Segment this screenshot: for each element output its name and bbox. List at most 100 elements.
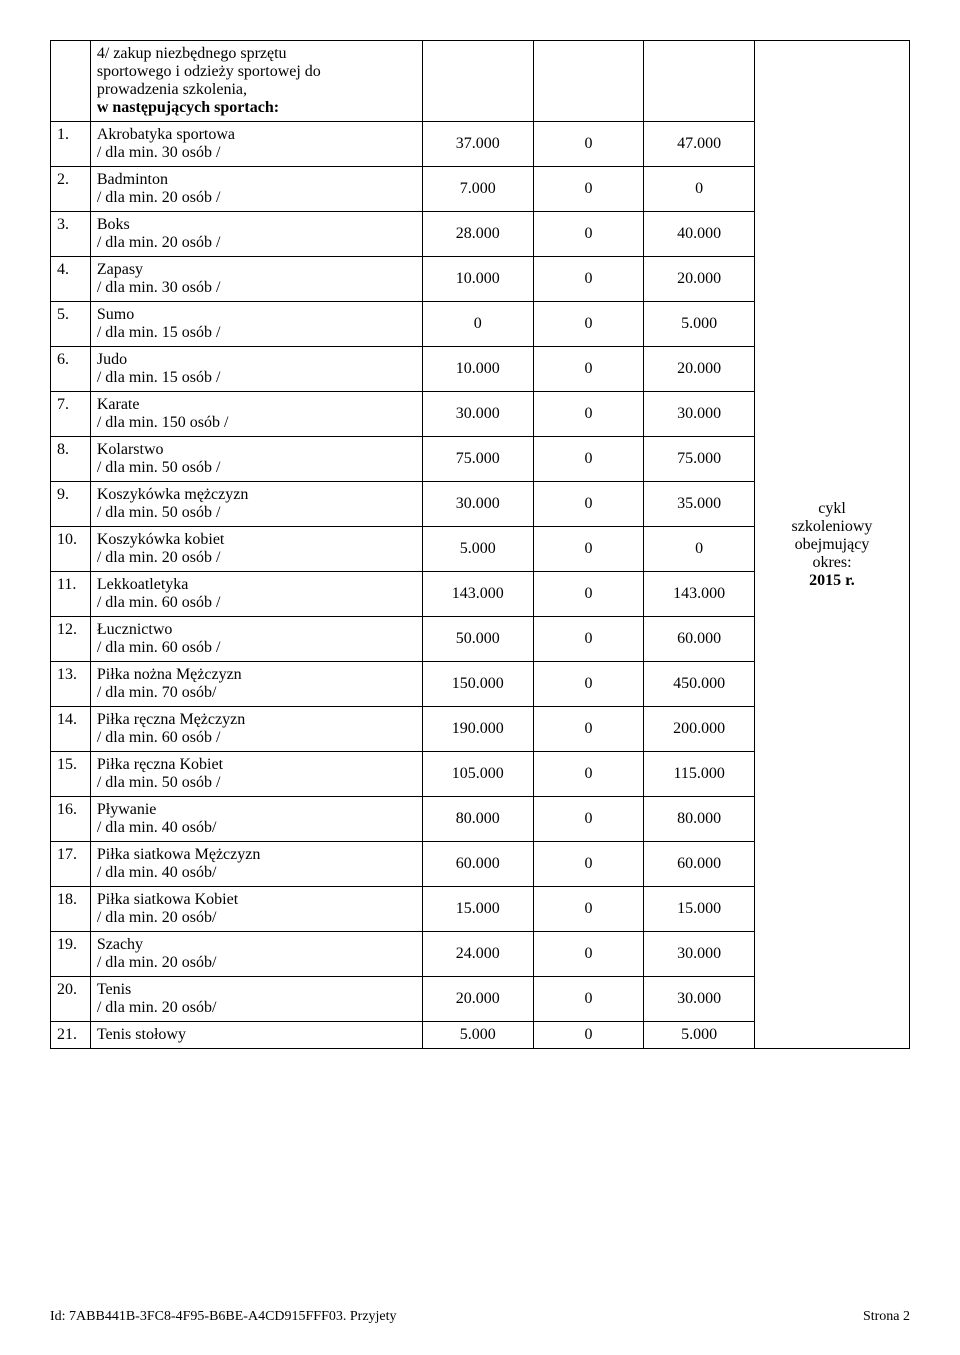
row-number: 7. <box>51 392 91 437</box>
value-cell: 0 <box>533 707 644 752</box>
row-description: Akrobatyka sportowa/ dla min. 30 osób / <box>90 122 422 167</box>
value-cell: 0 <box>533 347 644 392</box>
note-line: okres: <box>812 554 851 571</box>
value-cell: 0 <box>533 482 644 527</box>
value-cell: 0 <box>533 572 644 617</box>
value-cell: 37.000 <box>422 122 533 167</box>
sport-sub: / dla min. 20 osób/ <box>97 999 217 1016</box>
sport-name: Boks <box>97 216 130 233</box>
row-number: 2. <box>51 167 91 212</box>
row-number: 3. <box>51 212 91 257</box>
value-cell: 7.000 <box>422 167 533 212</box>
value-cell: 0 <box>644 167 755 212</box>
value-cell: 50.000 <box>422 617 533 662</box>
sport-sub: / dla min. 60 osób / <box>97 639 221 656</box>
value-cell: 105.000 <box>422 752 533 797</box>
row-description: Piłka ręczna Kobiet/ dla min. 50 osób / <box>90 752 422 797</box>
value-cell: 0 <box>533 662 644 707</box>
value-cell: 115.000 <box>644 752 755 797</box>
value-cell: 5.000 <box>644 1022 755 1049</box>
value-cell: 0 <box>533 842 644 887</box>
value-cell: 0 <box>533 302 644 347</box>
row-number: 16. <box>51 797 91 842</box>
sport-sub: / dla min. 60 osób / <box>97 729 221 746</box>
row-number: 4. <box>51 257 91 302</box>
value-cell: 35.000 <box>644 482 755 527</box>
value-cell: 75.000 <box>422 437 533 482</box>
value-cell: 0 <box>533 977 644 1022</box>
row-number: 19. <box>51 932 91 977</box>
row-description: Judo/ dla min. 15 osób / <box>90 347 422 392</box>
sport-sub: / dla min. 30 osób / <box>97 279 221 296</box>
row-description: Szachy/ dla min. 20 osób/ <box>90 932 422 977</box>
sport-name: Piłka siatkowa Mężczyzn <box>97 846 261 863</box>
value-cell: 0 <box>533 1022 644 1049</box>
sport-name: Sumo <box>97 306 134 323</box>
value-cell: 10.000 <box>422 347 533 392</box>
note-line: cykl <box>818 500 846 517</box>
row-number: 14. <box>51 707 91 752</box>
value-cell: 0 <box>533 797 644 842</box>
value-cell: 60.000 <box>644 617 755 662</box>
sport-name: Pływanie <box>97 801 157 818</box>
sport-sub: / dla min. 20 osób/ <box>97 909 217 926</box>
sport-name: Łucznictwo <box>97 621 173 638</box>
value-cell: 0 <box>533 212 644 257</box>
sport-sub: / dla min. 20 osób / <box>97 189 221 206</box>
sport-name: Koszykówka mężczyzn <box>97 486 249 503</box>
value-cell: 0 <box>533 887 644 932</box>
row-number: 11. <box>51 572 91 617</box>
value-cell: 30.000 <box>644 392 755 437</box>
value-cell: 143.000 <box>422 572 533 617</box>
sport-sub: / dla min. 15 osób / <box>97 369 221 386</box>
value-cell: 0 <box>533 617 644 662</box>
value-cell: 30.000 <box>422 392 533 437</box>
header-line: sportowego i odzieży sportowej do <box>97 63 321 80</box>
row-number: 10. <box>51 527 91 572</box>
note-line: szkoleniowy <box>792 518 873 535</box>
value-cell: 47.000 <box>644 122 755 167</box>
row-description: Łucznictwo/ dla min. 60 osób / <box>90 617 422 662</box>
sport-sub: / dla min. 50 osób / <box>97 774 221 791</box>
row-number: 8. <box>51 437 91 482</box>
row-description: Koszykówka mężczyzn/ dla min. 50 osób / <box>90 482 422 527</box>
sport-sub: / dla min. 20 osób / <box>97 234 221 251</box>
header-line-bold: w następujących sportach: <box>97 99 279 116</box>
value-cell: 0 <box>533 392 644 437</box>
sport-sub: / dla min. 40 osób/ <box>97 864 217 881</box>
sport-sub: / dla min. 20 osób/ <box>97 954 217 971</box>
value-cell: 60.000 <box>422 842 533 887</box>
value-cell: 0 <box>644 527 755 572</box>
value-cell: 5.000 <box>422 1022 533 1049</box>
value-cell: 20.000 <box>644 257 755 302</box>
sport-name: Akrobatyka sportowa <box>97 126 235 143</box>
value-cell: 28.000 <box>422 212 533 257</box>
sport-sub: / dla min. 15 osób / <box>97 324 221 341</box>
row-number: 17. <box>51 842 91 887</box>
value-cell: 0 <box>533 167 644 212</box>
sport-name: Piłka siatkowa Kobiet <box>97 891 238 908</box>
sport-sub: / dla min. 50 osób / <box>97 504 221 521</box>
value-cell: 30.000 <box>422 482 533 527</box>
row-description: Zapasy/ dla min. 30 osób / <box>90 257 422 302</box>
value-cell: 0 <box>533 257 644 302</box>
sport-name: Szachy <box>97 936 143 953</box>
row-description: Piłka ręczna Mężczyzn/ dla min. 60 osób … <box>90 707 422 752</box>
sport-name: Tenis <box>97 981 131 998</box>
value-cell: 0 <box>533 752 644 797</box>
value-cell: 30.000 <box>644 932 755 977</box>
sport-name: Judo <box>97 351 127 368</box>
value-cell: 450.000 <box>644 662 755 707</box>
row-description: Boks/ dla min. 20 osób / <box>90 212 422 257</box>
header-value-empty <box>644 41 755 122</box>
value-cell: 30.000 <box>644 977 755 1022</box>
row-number: 12. <box>51 617 91 662</box>
sport-sub: / dla min. 150 osób / <box>97 414 229 431</box>
header-line: prowadzenia szkolenia, <box>97 81 247 98</box>
row-number <box>51 41 91 122</box>
value-cell: 15.000 <box>644 887 755 932</box>
row-number: 18. <box>51 887 91 932</box>
sport-sub: / dla min. 40 osób/ <box>97 819 217 836</box>
sport-name: Kolarstwo <box>97 441 164 458</box>
value-cell: 5.000 <box>422 527 533 572</box>
